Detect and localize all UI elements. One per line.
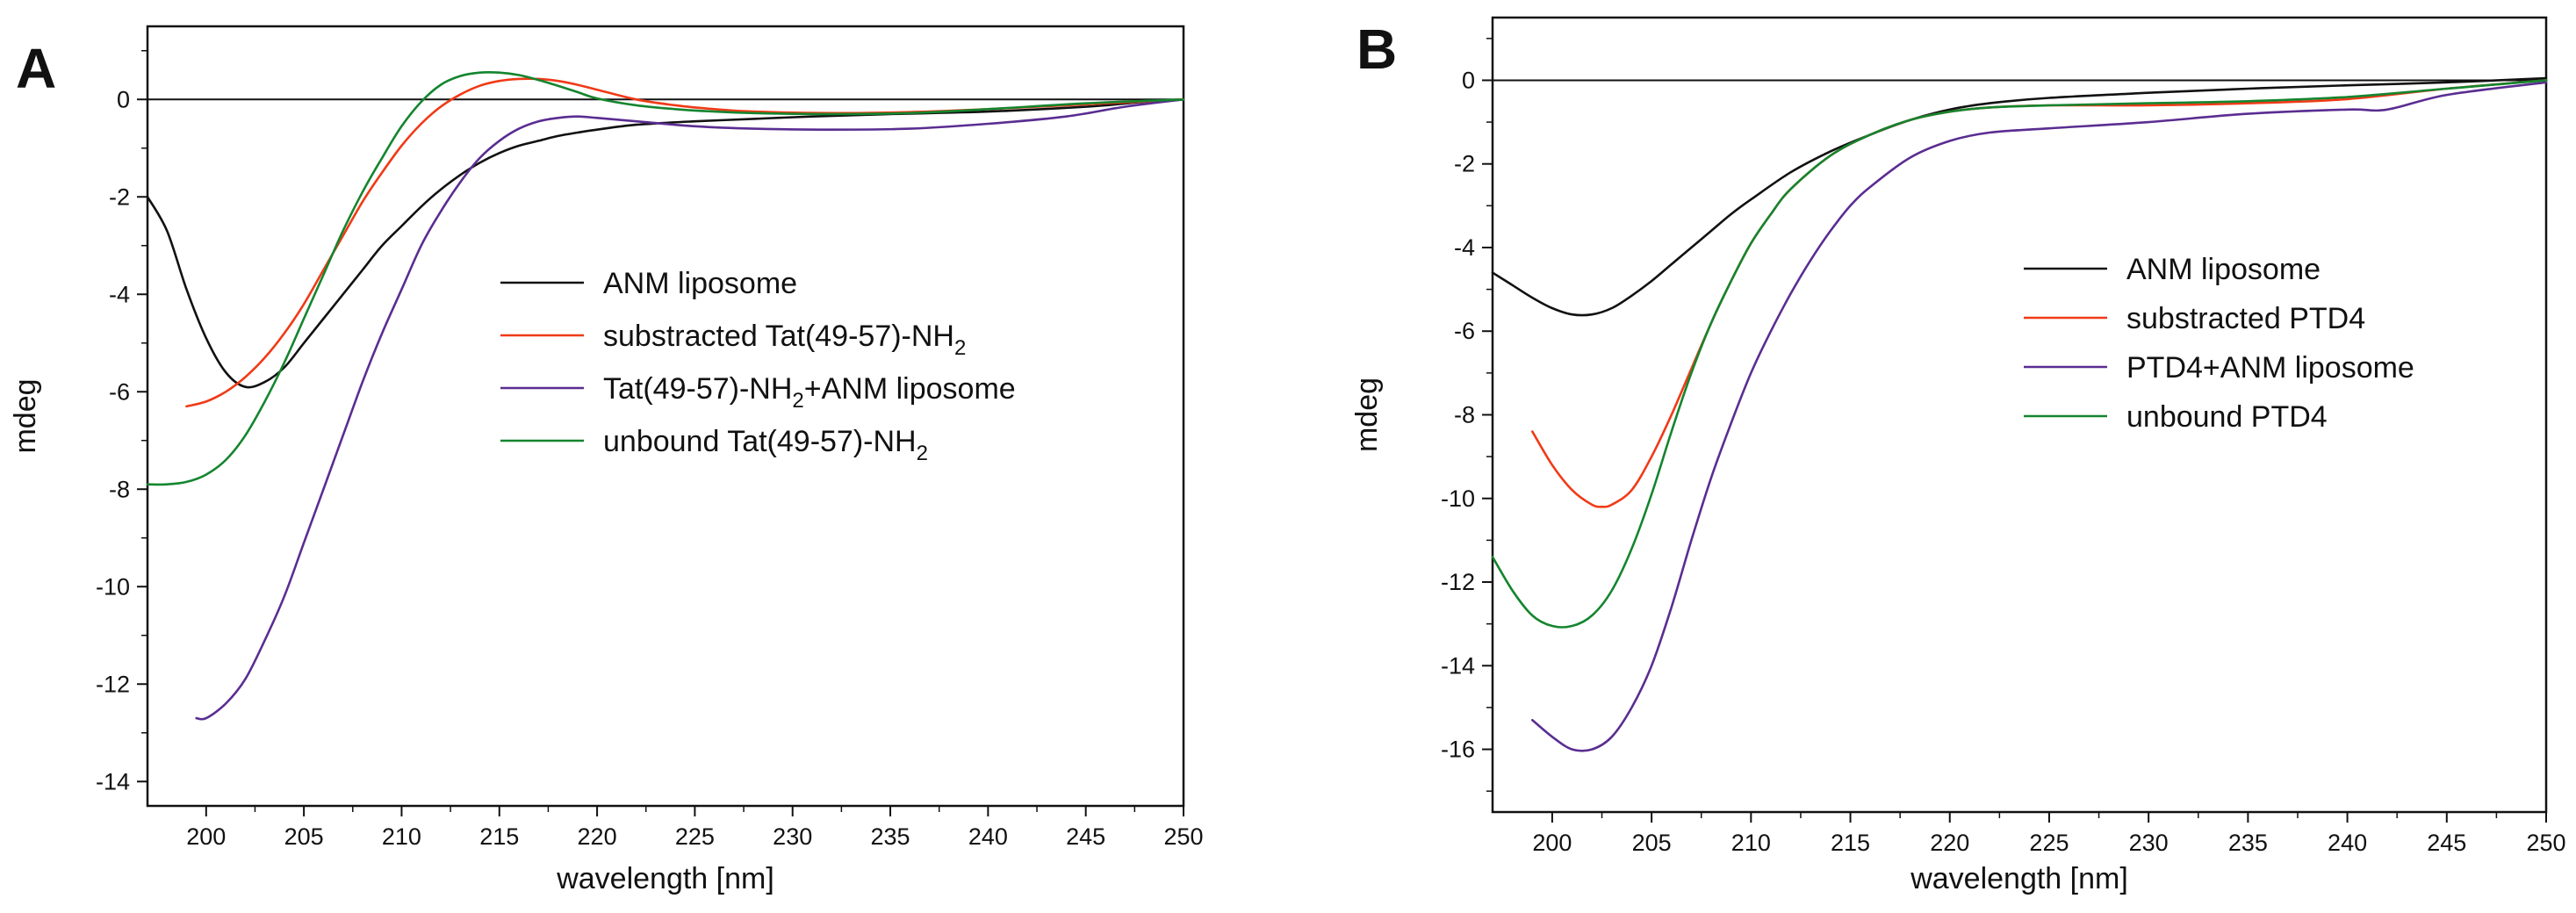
legend-label: unbound Tat(49-57)-NH2 xyxy=(603,425,928,465)
legend-label-main: ANM liposome xyxy=(603,267,797,300)
y-tick-label: 0 xyxy=(1462,67,1475,93)
legend-label-main: substracted PTD4 xyxy=(2126,302,2365,335)
legend-label: ANM liposome xyxy=(603,267,797,300)
x-tick-label: 245 xyxy=(2427,830,2466,856)
y-tick-label: -16 xyxy=(1441,737,1475,763)
x-axis-title: wavelength [nm] xyxy=(1910,862,2128,895)
y-tick-label: -8 xyxy=(109,476,130,502)
legend-label-subscript: 2 xyxy=(917,442,928,465)
legend-label: PTD4+ANM liposome xyxy=(2126,351,2414,385)
x-tick-label: 205 xyxy=(1632,830,1672,856)
legend-label: unbound PTD4 xyxy=(2126,400,2328,434)
legend-label: ANM liposome xyxy=(2126,253,2321,286)
x-tick-label: 240 xyxy=(2328,830,2367,856)
panel-letter: B xyxy=(1356,18,1397,81)
y-tick-label: -12 xyxy=(1441,569,1475,595)
series-line xyxy=(146,71,1185,486)
x-tick-label: 235 xyxy=(871,823,910,850)
series-line xyxy=(1531,81,2548,752)
y-axis-title: mdeg xyxy=(1350,377,1384,452)
panel-a-chart: A 200 205 210 215 220 225 230 235 240 245 250 0 -2 -4 -… xyxy=(9,25,1204,895)
y-tick-label: -8 xyxy=(1454,402,1475,428)
y-tick-label: 0 xyxy=(117,86,130,112)
x-tick-label: 250 xyxy=(2526,830,2565,856)
series-line xyxy=(1491,76,2548,317)
legend-label-tail: +ANM liposome xyxy=(804,372,1016,406)
x-tick-label: 210 xyxy=(382,823,421,850)
x-tick-label: 225 xyxy=(2029,830,2069,856)
x-tick-label: 200 xyxy=(186,823,226,850)
series-line xyxy=(1491,79,2548,629)
legend-label-main: substracted Tat(49-57)-NH xyxy=(603,320,954,353)
panel-letter: A xyxy=(16,37,56,100)
x-tick-label: 250 xyxy=(1163,823,1203,850)
x-tick-label: 210 xyxy=(1731,830,1771,856)
legend-label: substracted Tat(49-57)-NH2 xyxy=(603,320,966,360)
x-tick-label: 220 xyxy=(578,823,617,850)
x-tick-label: 200 xyxy=(1532,830,1572,856)
y-tick-label: -6 xyxy=(109,378,130,405)
legend-label-main: ANM liposome xyxy=(2126,253,2321,286)
legend-label-main: unbound PTD4 xyxy=(2126,400,2328,434)
legend-label-subscript: 2 xyxy=(954,336,966,360)
legend-label-subscript: 2 xyxy=(792,389,803,413)
y-tick-label: -10 xyxy=(96,573,130,600)
x-axis-title: wavelength [nm] xyxy=(556,862,774,895)
series-line xyxy=(195,98,1185,721)
legend-label-main: unbound Tat(49-57)-NH xyxy=(603,425,917,458)
legend-label: Tat(49-57)-NH2+ANM liposome xyxy=(603,372,1016,413)
legend-label-main: PTD4+ANM liposome xyxy=(2126,351,2414,385)
legend-label: substracted PTD4 xyxy=(2126,302,2365,335)
y-tick-label: -14 xyxy=(96,768,130,794)
y-tick-label: -2 xyxy=(109,183,130,210)
series-line xyxy=(185,77,1185,408)
legend-label-main: Tat(49-57)-NH xyxy=(603,372,792,406)
panel-b-chart: B 200 205 210 215 220 225 230 235 240 245 250 0 -2 -4 -… xyxy=(1350,16,2566,895)
plot-frame xyxy=(1491,16,2548,814)
y-tick-label: -4 xyxy=(1454,234,1475,261)
y-tick-label: -2 xyxy=(1454,151,1475,177)
x-tick-label: 220 xyxy=(1930,830,1969,856)
x-tick-label: 230 xyxy=(773,823,812,850)
x-tick-label: 245 xyxy=(1066,823,1105,850)
x-tick-label: 230 xyxy=(2129,830,2169,856)
y-tick-label: -12 xyxy=(96,671,130,697)
plot-frame xyxy=(146,25,1185,808)
y-tick-label: -14 xyxy=(1441,652,1475,679)
y-axis-title: mdeg xyxy=(9,378,42,453)
x-tick-label: 215 xyxy=(1831,830,1870,856)
x-tick-label: 225 xyxy=(675,823,715,850)
x-tick-label: 215 xyxy=(479,823,519,850)
y-tick-label: -4 xyxy=(109,281,130,307)
y-tick-label: -6 xyxy=(1454,318,1475,344)
series-line xyxy=(1531,79,2548,508)
x-tick-label: 235 xyxy=(2228,830,2268,856)
y-tick-label: -10 xyxy=(1441,485,1475,512)
x-tick-label: 205 xyxy=(284,823,324,850)
x-tick-label: 240 xyxy=(968,823,1008,850)
